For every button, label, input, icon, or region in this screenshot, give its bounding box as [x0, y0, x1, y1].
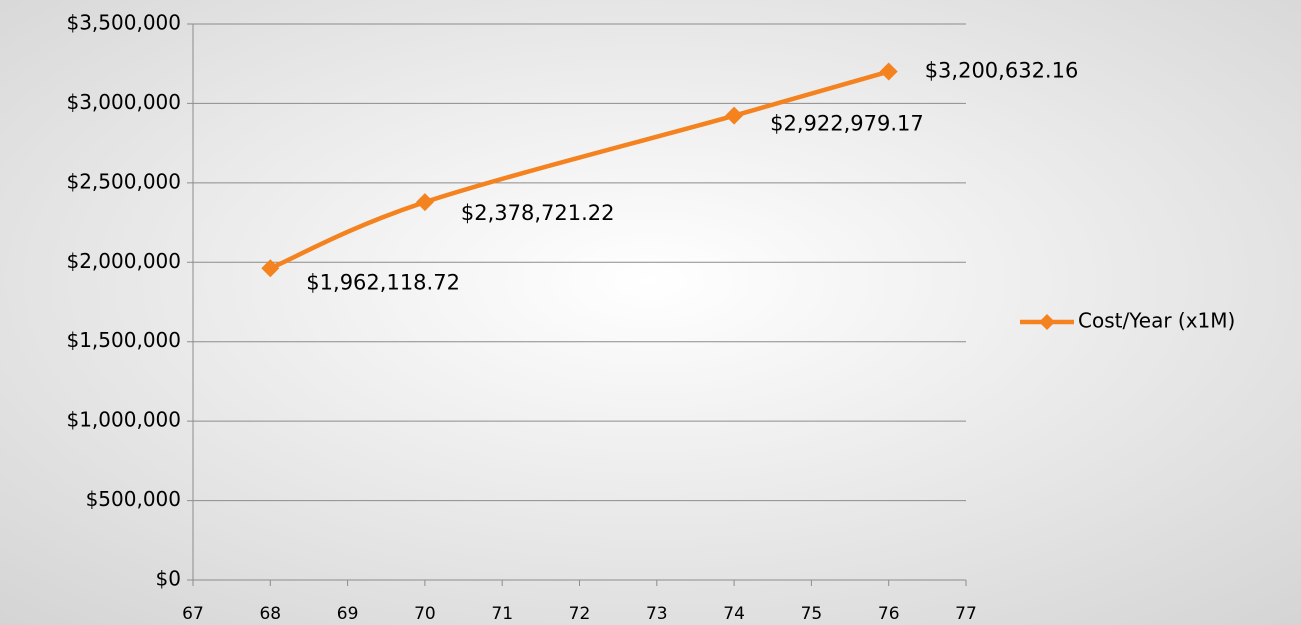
legend-marker [1039, 314, 1055, 330]
y-tick-label: $0 [156, 567, 181, 591]
marker [725, 106, 744, 125]
y-tick-label: $1,000,000 [66, 408, 181, 432]
x-tick-label: 76 [878, 604, 900, 624]
y-tick-label: $3,000,000 [66, 90, 181, 114]
x-tick-label: 73 [646, 604, 668, 624]
marker [415, 193, 434, 212]
marker [261, 259, 280, 278]
x-tick-label: 75 [801, 604, 823, 624]
x-tick-label: 70 [414, 604, 436, 624]
x-tick-label: 67 [182, 604, 204, 624]
y-tick-label: $2,500,000 [66, 169, 181, 193]
x-tick-label: 69 [337, 604, 359, 624]
data-label: $1,962,118.72 [306, 270, 460, 294]
data-label: $2,922,979.17 [770, 112, 924, 136]
data-label: $2,378,721.22 [461, 201, 615, 225]
marker [879, 62, 898, 81]
x-tick-label: 68 [259, 604, 281, 624]
legend-label: Cost/Year (x1M) [1078, 309, 1235, 333]
y-tick-label: $500,000 [86, 487, 181, 511]
x-tick-label: 72 [569, 604, 591, 624]
y-tick-label: $1,500,000 [66, 328, 181, 352]
y-tick-label: $3,500,000 [66, 11, 181, 35]
y-tick-label: $2,000,000 [66, 249, 181, 273]
x-tick-label: 71 [491, 604, 513, 624]
x-tick-label: 74 [723, 604, 745, 624]
data-label: $3,200,632.16 [925, 59, 1079, 83]
x-tick-label: 77 [955, 604, 977, 624]
line [269, 69, 890, 271]
